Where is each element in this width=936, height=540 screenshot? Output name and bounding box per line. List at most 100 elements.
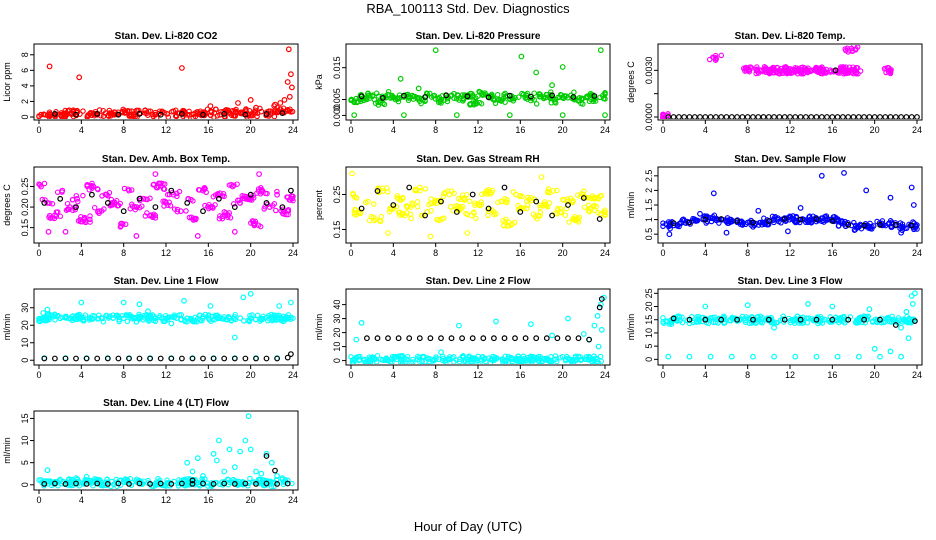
data-point <box>740 65 747 72</box>
data-point <box>226 110 233 116</box>
data-point <box>476 202 483 208</box>
data-point <box>230 201 237 207</box>
panel-title: Stan. Dev. Line 1 Flow <box>114 276 219 287</box>
data-point <box>590 98 596 105</box>
data-point <box>374 188 381 194</box>
data-point <box>422 212 429 219</box>
data-point <box>189 481 196 487</box>
data-point <box>54 189 61 195</box>
y-tick-label: 25 <box>644 288 654 298</box>
data-point <box>95 186 101 193</box>
panel-title: Stan. Dev. Line 4 (LT) Flow <box>103 398 229 409</box>
data-point <box>200 473 206 479</box>
data-point <box>200 208 206 215</box>
data-point <box>94 110 101 117</box>
data-point <box>173 315 180 322</box>
data-point <box>787 114 793 119</box>
data-point <box>513 191 519 198</box>
data-point <box>686 353 693 360</box>
data-point <box>78 315 85 321</box>
data-point <box>813 216 820 222</box>
y-axis-label: ml/min <box>626 192 636 219</box>
data-point <box>887 67 894 74</box>
data-point <box>776 67 783 74</box>
data-point <box>747 317 754 323</box>
data-point <box>681 114 688 119</box>
data-point <box>813 114 820 119</box>
data-point <box>186 112 193 118</box>
data-point <box>468 212 475 219</box>
data-point <box>496 96 503 103</box>
data-point <box>528 321 534 328</box>
y-tick-label: 0.015 <box>332 56 342 79</box>
data-point <box>246 318 253 325</box>
data-point <box>75 198 81 205</box>
data-point <box>237 199 244 206</box>
data-point <box>379 188 386 194</box>
data-point <box>358 93 365 100</box>
panel-10: Stan. Dev. Line 4 (LT) Flow 0 4 8 12 16 20 24 0 5… <box>2 398 299 505</box>
y-tick-label: 10 <box>20 436 30 446</box>
data-point <box>864 314 870 320</box>
data-point <box>115 480 122 487</box>
y-axis-label: ml/min <box>314 314 324 341</box>
data-point <box>758 316 765 323</box>
data-point <box>744 302 751 309</box>
data-point <box>438 349 444 356</box>
data-point <box>576 95 582 101</box>
data-point <box>505 219 512 226</box>
data-point <box>910 202 917 208</box>
data-point <box>908 222 915 229</box>
data-point <box>231 228 238 235</box>
data-point <box>842 67 848 74</box>
data-point <box>553 100 559 106</box>
x-tick-label: 4 <box>391 370 396 380</box>
data-points <box>36 46 296 119</box>
data-point <box>771 114 777 119</box>
data-point <box>73 475 79 482</box>
x-tick-label: 24 <box>288 370 298 380</box>
data-point <box>148 212 155 219</box>
data-point <box>103 312 109 319</box>
data-point <box>80 108 86 114</box>
data-point <box>263 480 270 487</box>
data-point <box>800 316 807 323</box>
data-point <box>744 114 751 119</box>
data-point <box>253 468 259 475</box>
y-tick-label: 10 <box>644 328 654 338</box>
data-point <box>94 480 101 487</box>
data-point <box>88 315 95 322</box>
data-point <box>136 195 143 202</box>
data-point <box>249 312 255 318</box>
data-point <box>549 82 555 89</box>
data-point <box>247 191 254 198</box>
data-point <box>104 199 111 206</box>
data-point <box>520 91 527 98</box>
data-point <box>163 315 169 322</box>
data-point <box>52 110 58 117</box>
data-point <box>853 317 860 324</box>
data-point <box>141 315 148 321</box>
data-point <box>46 63 53 70</box>
data-point <box>178 355 185 362</box>
data-point <box>65 476 72 483</box>
y-tick-label: 0.005 <box>332 88 342 111</box>
data-point <box>559 94 566 101</box>
panel-title: Stan. Dev. Li-820 CO2 <box>115 31 218 42</box>
data-point <box>789 67 795 74</box>
data-point <box>587 205 594 212</box>
data-point <box>882 114 889 119</box>
y-tick-label: 2 <box>20 99 30 104</box>
data-point <box>788 70 794 76</box>
data-point <box>120 299 127 306</box>
data-point <box>793 67 799 74</box>
data-point <box>385 335 391 342</box>
data-point <box>435 356 442 363</box>
data-point <box>797 204 804 211</box>
data-point <box>845 316 852 323</box>
data-point <box>754 64 760 70</box>
panel-title: Stan. Dev. Li-820 Pressure <box>416 31 541 42</box>
data-point <box>524 202 531 209</box>
data-point <box>892 114 899 119</box>
